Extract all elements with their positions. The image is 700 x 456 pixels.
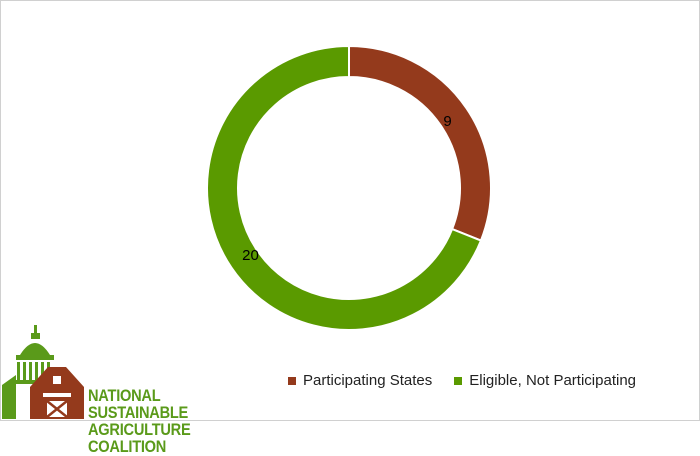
legend-swatch-eligible	[454, 376, 463, 385]
data-label-eligible: 20	[242, 247, 259, 264]
legend-swatch-participating	[288, 376, 296, 385]
capitol-barn-icon	[2, 325, 84, 419]
legend-label-eligible: Eligible, Not Participating	[469, 372, 637, 389]
logo-line-2: AGRICULTURE COALITION	[88, 420, 191, 456]
data-label-participating: 9	[443, 113, 451, 130]
chart-legend: Participating States Eligible, Not Parti…	[288, 372, 636, 389]
nsac-logo: NATIONAL SUSTAINABLE AGRICULTURE COALITI…	[2, 323, 272, 455]
logo-line-1: NATIONAL SUSTAINABLE	[88, 386, 189, 422]
slice-eligible	[206, 44, 483, 331]
legend-label-participating: Participating States	[303, 372, 433, 389]
logo-wordmark: NATIONAL SUSTAINABLE AGRICULTURE COALITI…	[88, 387, 246, 455]
slice-participating	[348, 44, 492, 242]
legend-item-eligible: Eligible, Not Participating	[454, 372, 636, 389]
donut-chart: 9 20	[206, 44, 492, 331]
legend-item-participating: Participating States	[288, 372, 432, 389]
